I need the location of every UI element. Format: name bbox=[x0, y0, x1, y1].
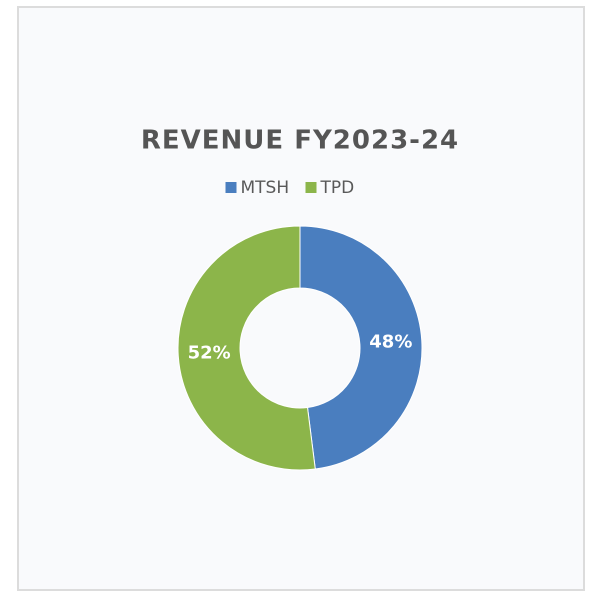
slice bbox=[299, 225, 423, 470]
legend-swatch bbox=[305, 182, 317, 193]
slice bbox=[177, 225, 316, 471]
data-label: 52% bbox=[188, 343, 231, 364]
chart-title: REVENUE FY2023-24 bbox=[141, 126, 459, 156]
legend-label: TPD bbox=[320, 178, 355, 198]
data-label: 48% bbox=[369, 331, 412, 352]
legend-label: MTSH bbox=[241, 178, 290, 198]
chart-frame bbox=[17, 6, 585, 591]
legend-swatch bbox=[225, 182, 237, 193]
